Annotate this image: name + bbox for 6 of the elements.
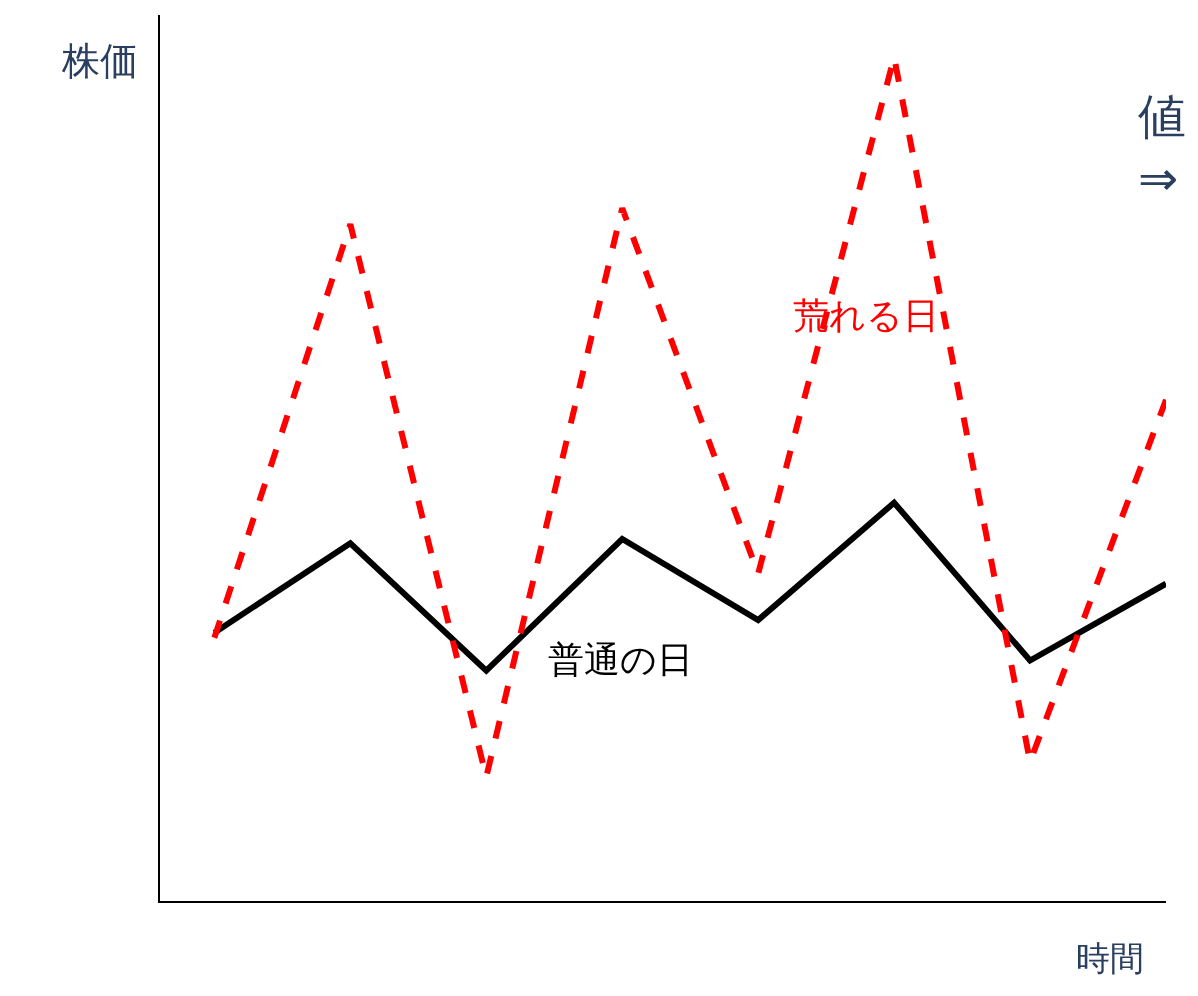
annotation: 値 [1138, 88, 1186, 144]
series-label: 普通の日 [548, 639, 693, 680]
y-axis-title: 株価 [61, 39, 138, 83]
annotation: ⇒ [1138, 150, 1179, 206]
x-axis-title: 時間 [1076, 938, 1144, 978]
series-label: 荒れる日 [793, 295, 939, 336]
